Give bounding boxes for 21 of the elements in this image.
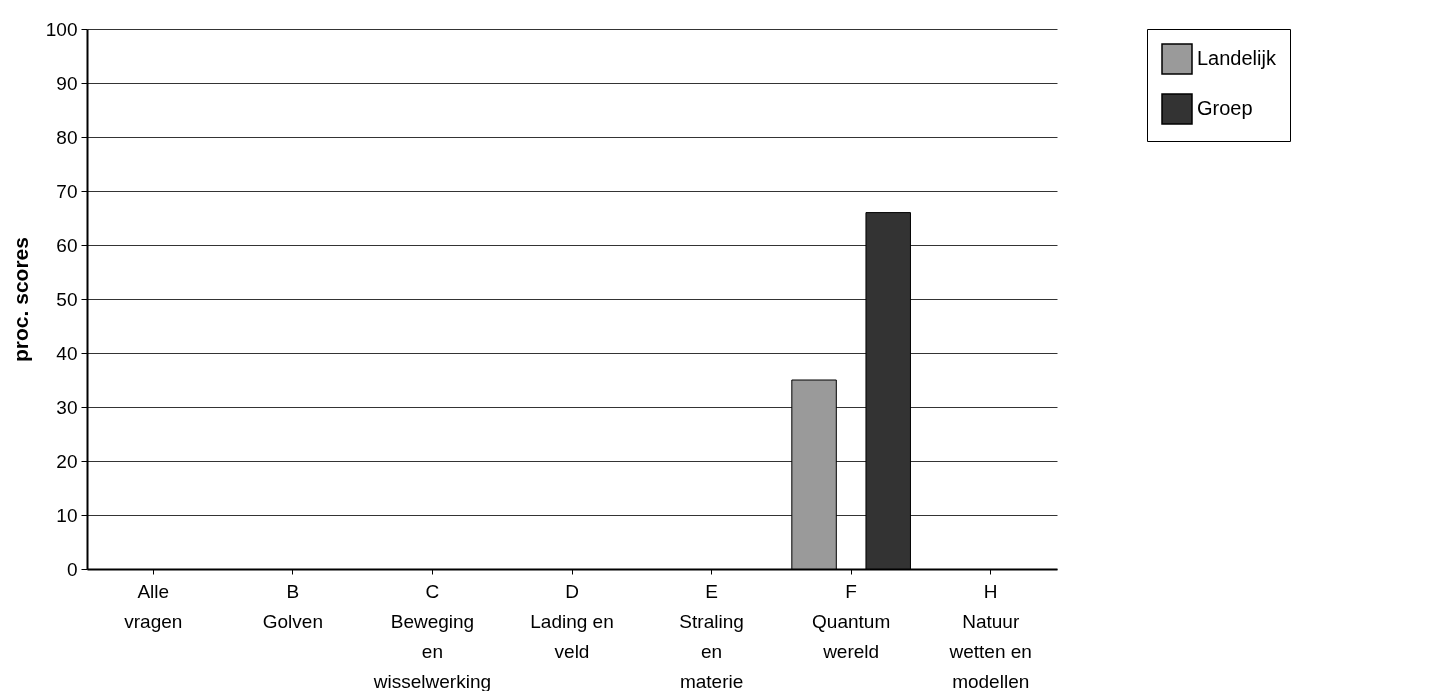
y-tick-label: 40 — [56, 342, 78, 364]
legend-label: Groep — [1197, 97, 1253, 119]
legend-label: Landelijk — [1197, 47, 1277, 69]
x-tick-label: D Lading en veld — [530, 580, 614, 662]
y-axis-title: proc. scores — [8, 237, 32, 362]
y-tick-label: 50 — [56, 288, 78, 310]
y-tick-label: 90 — [56, 72, 78, 94]
y-tick-label: 30 — [56, 396, 78, 418]
y-tick-label: 20 — [56, 450, 78, 472]
y-tick-label: 70 — [56, 180, 78, 202]
x-tick-label: F Quantum wereld — [812, 580, 891, 662]
x-tick-label: H Natuur wetten en modellen — [948, 580, 1032, 691]
y-tick-label: 60 — [56, 234, 78, 256]
y-tick-label: 10 — [56, 504, 78, 526]
x-tick-label: E Straling en materie — [679, 580, 744, 691]
x-tick-label: C Beweging en wisselwerking — [372, 580, 492, 691]
x-tick-label: Alle vragen — [124, 580, 183, 632]
y-tick-label: 0 — [66, 558, 78, 580]
y-tick-label: 80 — [56, 126, 78, 148]
y-tick-label: 100 — [45, 18, 78, 40]
x-tick-label: B Golven — [262, 580, 323, 632]
